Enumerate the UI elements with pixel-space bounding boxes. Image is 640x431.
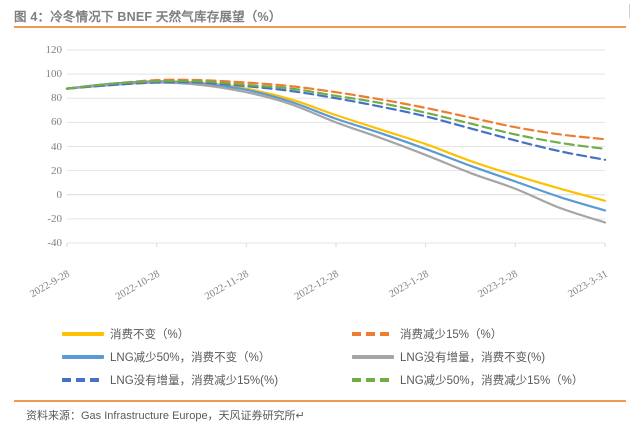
frame-right-tick (629, 4, 630, 18)
legend-item[interactable]: LNG没有增量，消费不变(%) (352, 349, 622, 365)
legend-label: 消费减少15%（%） (400, 328, 503, 341)
legend-label: LNG没有增量，消费不变(%) (400, 351, 546, 364)
x-axis-tick-label: 2023-1-28 (387, 268, 431, 301)
y-axis-tick-label: -20 (47, 212, 62, 225)
legend-color-swatch (352, 377, 394, 382)
legend-label: LNG没有增量，消费减少15%(%) (110, 374, 279, 387)
title-divider (14, 26, 626, 28)
legend-color-swatch (62, 377, 104, 382)
legend-label: LNG减少50%，消费减少15%（%） (400, 374, 584, 387)
chart-series-line (65, 80, 607, 212)
source-note: 资料来源：Gas Infrastructure Europe，天风证券研究所↵ (26, 410, 305, 422)
chart-series-line (65, 81, 607, 161)
x-axis-tick-label: 2022-12-28 (292, 268, 341, 303)
page-title: 图 4：冷冬情况下 BNEF 天然气库存展望（%） (14, 9, 282, 24)
chart-canvas (65, 49, 607, 247)
legend-item[interactable]: LNG没有增量，消费减少15%(%) (62, 372, 352, 388)
y-axis-tick-label: -40 (47, 237, 62, 249)
legend-label: 消费不变（%） (110, 328, 190, 341)
legend-item[interactable]: LNG减少50%，消费不变（%） (62, 349, 352, 365)
y-axis-labels: 120 100 80 60 40 20 0 -20 -40 (0, 30, 63, 270)
footer-divider (14, 400, 626, 402)
y-axis-tick-label: 80 (51, 92, 62, 105)
y-axis-tick-label: 100 (45, 68, 63, 81)
legend-item[interactable]: LNG减少50%，消费减少15%（%） (352, 372, 622, 388)
x-axis-tick-label: 2022-11-28 (203, 268, 252, 303)
chart-legend: 消费不变（%） 消费减少15%（%） LNG减少50%，消费不变（%） LNG没有增量… (62, 322, 622, 392)
y-axis-tick-label: 0 (56, 188, 63, 201)
chart-series-line (65, 81, 607, 224)
x-axis-tick-label: 2023-3-31 (566, 268, 610, 301)
legend-color-swatch (62, 354, 104, 359)
figure-title-bar: 图 4：冷冬情况下 BNEF 天然气库存展望（%） (14, 4, 626, 26)
x-axis-tick-label: 2022-10-28 (113, 268, 162, 303)
chart-series-line (65, 78, 607, 141)
chart-series-line (65, 79, 607, 151)
y-axis-tick-label: 120 (45, 44, 63, 56)
legend-color-swatch (352, 354, 394, 359)
x-axis-tick-label: 2023-2-28 (476, 268, 521, 301)
y-axis-tick-label: 40 (51, 140, 62, 153)
y-axis-tick-label: 60 (51, 116, 62, 129)
x-axis-labels: 2022-9-28 2022-10-28 2022-11-28 2022-12-28 2… (0, 262, 640, 320)
legend-label: LNG减少50%，消费不变（%） (110, 351, 271, 364)
plot-area: 120 100 80 60 40 20 0 -20 -40 (0, 30, 640, 270)
y-axis-tick-label: 20 (51, 164, 62, 177)
legend-color-swatch (352, 331, 394, 336)
legend-item[interactable]: 消费不变（%） (62, 326, 352, 342)
x-axis-tick-label: 2022-9-28 (28, 268, 72, 301)
legend-item[interactable]: 消费减少15%（%） (352, 326, 622, 342)
legend-color-swatch (62, 331, 104, 336)
